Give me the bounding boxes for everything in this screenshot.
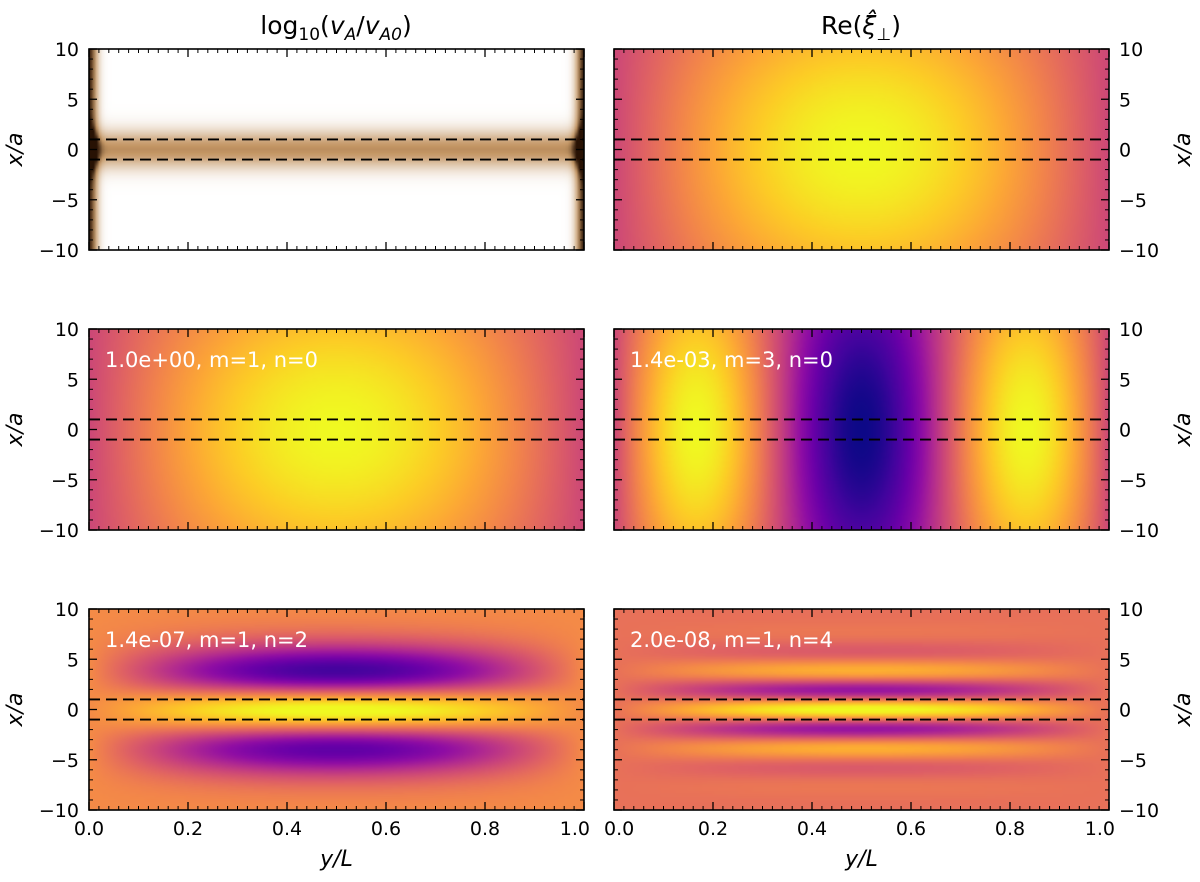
ytick-label: −10: [39, 520, 79, 542]
xtick-label: 1.0: [560, 818, 590, 840]
x-axis-label: y/L: [319, 847, 353, 872]
ytick-label: −10: [1119, 240, 1159, 262]
ytick-label: 5: [1119, 89, 1131, 111]
title-left: log10(vA/vA0): [260, 11, 411, 45]
ytick-label: −10: [39, 800, 79, 822]
y-axis-label: x/a: [1171, 413, 1196, 448]
xtick-label: 0.0: [74, 818, 104, 840]
panel-mode-fundamental-top: 10 5 0 −5 −10 x/a: [613, 39, 1196, 262]
ytick-label: −10: [39, 240, 79, 262]
ytick-label: 0: [67, 420, 79, 442]
xtick-label: 0.6: [371, 818, 401, 840]
ytick-label: 5: [67, 649, 79, 671]
heatmap-image: [89, 329, 584, 530]
xtick-label: 0.2: [698, 818, 728, 840]
heatmap-image: [614, 329, 1109, 530]
panel-frame: [88, 328, 585, 531]
panel-mode-3: 10 5 0 −5 −100.0 0.2 0.4 0.6 0.8 1.0 y/L x/a 1.4e-07…: [3, 599, 590, 872]
ytick-label: −5: [51, 190, 79, 212]
y-axis-label: x/a: [3, 133, 28, 168]
xtick-label: 0.2: [173, 818, 203, 840]
xtick-label: 0.4: [272, 818, 302, 840]
heatmap-image: [89, 609, 584, 810]
ytick-label: 0: [1119, 420, 1131, 442]
ytick-label: 10: [55, 599, 79, 621]
heatmap-image: [89, 49, 584, 250]
xtick-label: 1.0: [1085, 818, 1115, 840]
ytick-label: 0: [1119, 700, 1131, 722]
ytick-label: 10: [1119, 39, 1143, 61]
ytick-label: −5: [51, 470, 79, 492]
ytick-label: 10: [1119, 599, 1143, 621]
ytick-label: 0: [67, 700, 79, 722]
xtick-label: 0.0: [604, 818, 634, 840]
heatmap-image: [614, 49, 1109, 250]
ytick-label: −5: [1119, 470, 1147, 492]
xtick-label: 0.6: [896, 818, 926, 840]
panel-frame: [88, 48, 585, 251]
panel-frame: [613, 328, 1110, 531]
y-axis-label: x/a: [3, 413, 28, 448]
ytick-label: −5: [1119, 750, 1147, 772]
panel-mode-1: 10 5 0 −5 −10 x/a 1.0e+00, m=1, n=0: [3, 319, 585, 542]
mode-annotation: 1.4e-03, m=3, n=0: [630, 348, 833, 372]
ytick-label: 5: [1119, 649, 1131, 671]
ytick-label: 5: [67, 369, 79, 391]
panel-alfven-speed: 10 5 0 −5 −10 x/a: [3, 39, 585, 262]
x-axis-label: y/L: [844, 847, 878, 872]
ytick-label: −10: [1119, 800, 1159, 822]
y-axis-label: x/a: [3, 693, 28, 728]
ytick-label: 10: [55, 319, 79, 341]
title-right: Re(ξ̂⊥): [821, 9, 901, 45]
mode-annotation: 1.0e+00, m=1, n=0: [105, 348, 318, 372]
ytick-label: −10: [1119, 520, 1159, 542]
ytick-label: 5: [1119, 369, 1131, 391]
mode-annotation: 2.0e-08, m=1, n=4: [630, 628, 833, 652]
panels-layer: 10 5 0 −5 −10 x/a 10 5 0 −5 −10 x/a 10 5 0 −5 −10 x/a 1.0e…: [3, 39, 1196, 872]
ytick-label: 0: [1119, 140, 1131, 162]
panel-mode-2: 10 5 0 −5 −10 x/a 1.4e-03, m=3, n=0: [613, 319, 1196, 542]
ytick-label: −5: [51, 750, 79, 772]
ytick-label: 10: [1119, 319, 1143, 341]
xtick-label: 0.8: [995, 818, 1025, 840]
xtick-label: 0.4: [797, 818, 827, 840]
ytick-label: −5: [1119, 190, 1147, 212]
ytick-label: 5: [67, 89, 79, 111]
y-axis-label: x/a: [1171, 133, 1196, 168]
ytick-label: 10: [55, 39, 79, 61]
mode-annotation: 1.4e-07, m=1, n=2: [105, 628, 308, 652]
panel-frame: [88, 608, 585, 811]
ytick-label: 0: [67, 140, 79, 162]
panel-frame: [613, 48, 1110, 251]
heatmap-image: [614, 609, 1109, 810]
xtick-label: 0.8: [470, 818, 500, 840]
panel-frame: [613, 608, 1110, 811]
y-axis-label: x/a: [1171, 693, 1196, 728]
panel-mode-4: 10 5 0 −5 −10 0.0 0.2 0.4 0.6 0.8 1.0 y/L x/a 2.0e-08…: [604, 599, 1196, 872]
